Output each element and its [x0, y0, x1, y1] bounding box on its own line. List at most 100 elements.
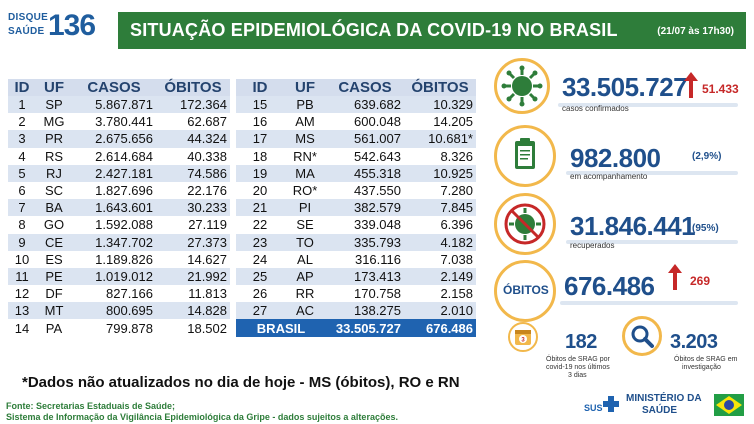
cell-casos: 437.550: [326, 181, 404, 200]
table-row: 25 AP 173.413 2.149: [236, 267, 476, 286]
cell-casos: 1.827.696: [72, 181, 156, 200]
cell-obitos: 40.338: [156, 147, 230, 165]
cell-obitos: 7.845: [404, 199, 476, 217]
cell-id: 12: [8, 285, 36, 303]
cell-casos: 800.695: [72, 302, 156, 320]
cell-casos: 799.878: [72, 319, 156, 337]
cell-casos: 5.867.871: [72, 96, 156, 114]
clipboard-icon: [494, 125, 556, 187]
up-arrow-icon: [684, 72, 698, 98]
cell-id: 25: [236, 267, 284, 286]
cell-id: 21: [236, 199, 284, 217]
cell-casos: 170.758: [326, 285, 404, 303]
cell-id: 10: [8, 250, 36, 268]
cell-id: 22: [236, 216, 284, 234]
cell-casos: 455.318: [326, 164, 404, 182]
cell-casos: 561.007: [326, 130, 404, 148]
cell-uf: SP: [36, 96, 72, 114]
total-label: BRASIL: [236, 319, 326, 337]
crossed-virus-icon: [494, 193, 556, 255]
cell-obitos: 10.329: [404, 96, 476, 114]
table-row: 26 RR 170.758 2.158: [236, 285, 476, 303]
cell-casos: 173.413: [326, 267, 404, 286]
cell-obitos: 10.925: [404, 164, 476, 182]
investigation-label-2: investigação: [682, 364, 721, 371]
calendar-icon: 3: [508, 322, 538, 352]
cell-obitos: 11.813: [156, 285, 230, 303]
cell-obitos: 44.324: [156, 130, 230, 148]
cell-uf: MA: [284, 164, 326, 182]
cell-casos: 542.643: [326, 147, 404, 165]
table-row: 15 PB 639.682 10.329: [236, 96, 476, 114]
col-uf: UF: [36, 79, 72, 96]
cell-uf: RR: [284, 285, 326, 303]
divider: [558, 103, 738, 107]
cell-uf: TO: [284, 233, 326, 251]
cell-id: 23: [236, 233, 284, 251]
cell-uf: BA: [36, 199, 72, 217]
divider: [566, 240, 738, 244]
cell-uf: GO: [36, 216, 72, 234]
cell-obitos: 6.396: [404, 216, 476, 234]
cell-casos: 1.347.702: [72, 233, 156, 251]
cell-uf: AP: [284, 267, 326, 286]
cell-casos: 138.275: [326, 302, 404, 320]
cell-uf: AL: [284, 250, 326, 268]
srag-label-3: 3 dias: [568, 372, 587, 379]
cell-obitos: 22.176: [156, 181, 230, 200]
cell-casos: 1.019.012: [72, 267, 156, 286]
table-row: 27 AC 138.275 2.010: [236, 302, 476, 320]
cell-id: 17: [236, 130, 284, 148]
page-title: SITUAÇÃO EPIDEMIOLÓGICA DA COVID-19 NO B…: [130, 20, 618, 40]
cell-uf: SE: [284, 216, 326, 234]
deaths-badge: ÓBITOS: [494, 260, 556, 322]
table-row: 10 ES 1.189.826 14.627: [8, 250, 230, 268]
table-header-row: ID UF CASOS ÓBITOS: [8, 79, 230, 96]
cell-uf: RJ: [36, 164, 72, 182]
table-header-row: ID UF CASOS ÓBITOS: [236, 79, 476, 96]
cell-id: 9: [8, 233, 36, 251]
svg-text:3: 3: [521, 338, 525, 344]
cell-id: 18: [236, 147, 284, 165]
total-row: BRASIL 33.505.727 676.486: [236, 319, 476, 337]
cell-uf: PA: [36, 319, 72, 337]
table-row: 2 MG 3.780.441 62.687: [8, 113, 230, 131]
table-row: 16 AM 600.048 14.205: [236, 113, 476, 131]
ministerio-line2: SAÚDE: [642, 405, 678, 416]
cell-obitos: 14.205: [404, 113, 476, 131]
total-obitos: 676.486: [404, 319, 476, 337]
table-row: 23 TO 335.793 4.182: [236, 233, 476, 251]
cell-id: 13: [8, 302, 36, 320]
table-row: 24 AL 316.116 7.038: [236, 250, 476, 268]
deaths-value: 676.486: [564, 271, 655, 301]
cell-uf: MG: [36, 113, 72, 131]
cell-casos: 2.427.181: [72, 164, 156, 182]
monitoring-value: 982.800: [570, 143, 661, 173]
table-row: 13 MT 800.695 14.828: [8, 302, 230, 320]
cell-id: 8: [8, 216, 36, 234]
cell-uf: PI: [284, 199, 326, 217]
cell-obitos: 172.364: [156, 96, 230, 114]
cell-uf: AM: [284, 113, 326, 131]
brazil-flag-icon: [714, 394, 744, 416]
cell-id: 3: [8, 130, 36, 148]
table-row: 12 DF 827.166 11.813: [8, 285, 230, 303]
footnote: *Dados não atualizados no dia de hoje - …: [22, 374, 460, 391]
recovered-label: recuperados: [570, 241, 615, 250]
cell-uf: DF: [36, 285, 72, 303]
cell-casos: 600.048: [326, 113, 404, 131]
cell-obitos: 7.280: [404, 181, 476, 200]
table-row: 3 PR 2.675.656 44.324: [8, 130, 230, 148]
cell-obitos: 2.158: [404, 285, 476, 303]
col-uf: UF: [284, 79, 326, 96]
ministerio-line1: MINISTÉRIO DA: [626, 393, 702, 404]
cell-obitos: 74.586: [156, 164, 230, 182]
cell-id: 16: [236, 113, 284, 131]
recovered-value: 31.846.441: [570, 211, 696, 241]
cell-casos: 639.682: [326, 96, 404, 114]
cell-uf: MT: [36, 302, 72, 320]
logo-number: 136: [48, 9, 96, 42]
cell-casos: 1.643.601: [72, 199, 156, 217]
cell-casos: 335.793: [326, 233, 404, 251]
cell-uf: ES: [36, 250, 72, 268]
